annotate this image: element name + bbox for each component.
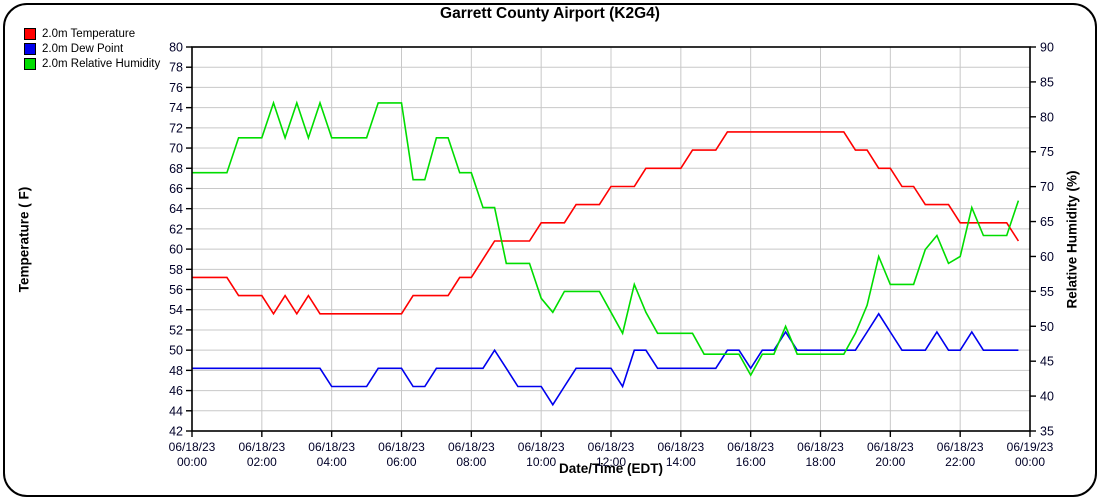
x-tick-date-label: 06/18/23 [657,440,704,454]
y-left-tick-label: 44 [169,404,183,418]
y-left-tick-label: 72 [169,121,183,135]
y-left-tick-label: 52 [169,323,183,337]
page-title: Garrett County Airport (K2G4) [440,5,660,22]
x-tick-date-label: 06/19/23 [1007,440,1054,454]
temperature-swatch-icon [24,27,36,40]
x-tick-date-label: 06/18/23 [448,440,495,454]
x-tick-date-label: 06/18/23 [308,440,355,454]
m-dew-point-line [192,312,1019,407]
x-tick-date-label: 06/18/23 [867,440,914,454]
y-left-tick-label: 78 [169,61,183,75]
x-tick-time-label: 06:00 [386,455,416,469]
legend-label-temperature: 2.0m Temperature [42,27,136,40]
y-right-tick-label: 40 [1040,390,1054,404]
y-right-tick-label: 65 [1040,215,1054,229]
y-left-tick-label: 60 [169,243,183,257]
y-right-tick-label: 55 [1040,285,1054,299]
y-left-tick-label: 54 [169,303,183,317]
x-tick-date-label: 06/18/23 [797,440,844,454]
y-right-tick-label: 85 [1040,75,1054,89]
legend: 2.0m Temperature 2.0m Dew Point 2.0m Rel… [24,26,160,71]
m-temperature-line [192,131,1020,316]
x-tick-time-label: 20:00 [875,455,905,469]
y-left-tick-label: 70 [169,142,183,156]
y-right-tick-label: 75 [1040,145,1054,159]
x-tick-time-label: 10:00 [526,455,556,469]
y-axis-right-ticks: 35 40 45 50 55 60 65 70 75 80 85 90 [1030,41,1054,439]
y-left-tick-label: 58 [169,263,183,277]
x-tick-date-label: 06/18/23 [169,440,216,454]
m-relative-humidity-line [192,100,1020,377]
y-left-tick-label: 48 [169,364,183,378]
y-right-tick-label: 50 [1040,320,1054,334]
x-tick-time-label: 18:00 [805,455,835,469]
x-tick-date-label: 06/18/23 [378,440,425,454]
y-left-tick-label: 66 [169,182,183,196]
y-left-tick-label: 76 [169,81,183,95]
x-tick-date-label: 06/18/23 [238,440,285,454]
legend-label-dew-point: 2.0m Dew Point [42,42,124,55]
y-right-tick-label: 80 [1040,110,1054,124]
x-tick-time-label: 12:00 [596,455,626,469]
x-axis-title: Date/Time (EDT) [558,461,664,476]
y-axis-left-ticks: 42 44 46 48 50 52 54 56 58 60 62 64 66 68 70 72 74 76 78 80 [169,41,192,439]
x-tick-date-label: 06/18/23 [727,440,774,454]
x-tick-time-label: 02:00 [247,455,277,469]
legend-label-relative-humidity: 2.0m Relative Humidity [42,57,161,70]
x-tick-time-label: 08:00 [456,455,486,469]
legend-item-dew-point: 2.0m Dew Point [24,41,160,56]
y-left-tick-label: 80 [169,41,183,55]
y-left-tick-label: 42 [169,425,183,439]
y-left-tick-label: 64 [169,202,183,216]
y-right-tick-label: 60 [1040,250,1054,264]
x-tick-time-label: 16:00 [736,455,766,469]
y-left-tick-label: 62 [169,222,183,236]
legend-item-relative-humidity: 2.0m Relative Humidity [24,56,160,71]
x-tick-time-label: 22:00 [945,455,975,469]
y-right-tick-label: 90 [1040,41,1054,55]
y-left-tick-label: 50 [169,344,183,358]
x-tick-date-label: 06/18/23 [937,440,984,454]
dew-point-swatch-icon [24,42,36,55]
gridlines [191,46,1031,432]
y-left-tick-label: 56 [169,283,183,297]
x-tick-date-label: 06/18/23 [588,440,635,454]
y-right-tick-label: 70 [1040,180,1054,194]
y-left-tick-label: 68 [169,162,183,176]
y-right-tick-label: 35 [1040,425,1054,439]
x-tick-time-label: 00:00 [177,455,207,469]
y-left-tick-label: 74 [169,101,183,115]
x-axis-ticks: 06/18/2300:0006/18/2302:0006/18/2304:000… [169,431,1054,469]
legend-item-temperature: 2.0m Temperature [24,26,160,41]
x-tick-time-label: 04:00 [317,455,347,469]
x-tick-date-label: 06/18/23 [518,440,565,454]
x-tick-time-label: 00:00 [1015,455,1045,469]
relative-humidity-swatch-icon [24,57,36,70]
y-right-tick-label: 45 [1040,355,1054,369]
x-tick-time-label: 14:00 [666,455,696,469]
y-left-tick-label: 46 [169,384,183,398]
